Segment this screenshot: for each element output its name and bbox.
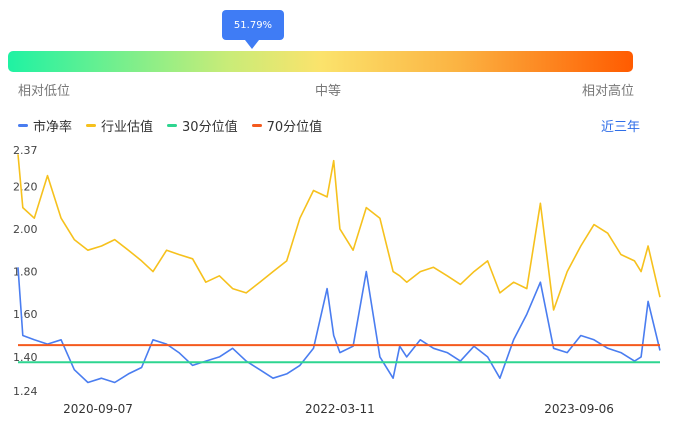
gauge-low-label: 相对低位 [18,84,71,99]
legend-swatch-p70 [251,124,262,127]
y-tick-label: 1.40 [13,351,38,364]
legend-label-industry: 行业估值 [101,120,154,135]
legend-swatch-pb [18,124,28,127]
y-tick-label: 1.60 [13,308,38,321]
legend-item-p30[interactable]: 30分位值 [167,116,238,135]
industry-series-line [17,154,661,311]
legend-item-industry[interactable]: 行业估值 [86,116,153,135]
legend-label-pb: 市净率 [33,120,73,135]
gauge-high-label: 相对高位 [582,84,635,99]
y-tick-label: 2.20 [13,180,38,193]
legend-swatch-industry [86,124,97,127]
x-tick-label: 2022-03-11 [305,402,375,416]
x-tick-label: 2020-09-07 [63,402,133,416]
valuation-line-chart: 1.24 1.40 1.60 1.80 2.00 2.20 2.37 2020-09-07 20… [13,145,661,416]
valuation-gauge-bar [8,51,633,72]
time-range-button[interactable]: 近三年 [600,120,640,135]
legend-label-p70: 70分位值 [266,120,323,135]
y-tick-label: 2.00 [13,223,38,236]
x-tick-label: 2023-09-06 [544,402,614,416]
y-tick-label: 1.80 [13,266,38,279]
y-tick-label: 1.24 [13,385,38,398]
percentile-tooltip-pointer [245,40,259,49]
gauge-mid-label: 中等 [315,84,342,99]
percentile-tooltip: 51.79% [222,10,284,40]
pb-series-line [17,267,661,384]
legend-label-p30: 30分位值 [182,120,238,135]
y-tick-label: 2.37 [13,145,38,157]
legend-item-p70[interactable]: 70分位值 [251,116,323,135]
legend-swatch-p30 [167,124,178,127]
legend-item-pb[interactable]: 市净率 [18,116,72,135]
chart-legend: 市净率 行业估值 30分位值 70分位值 [18,116,322,135]
